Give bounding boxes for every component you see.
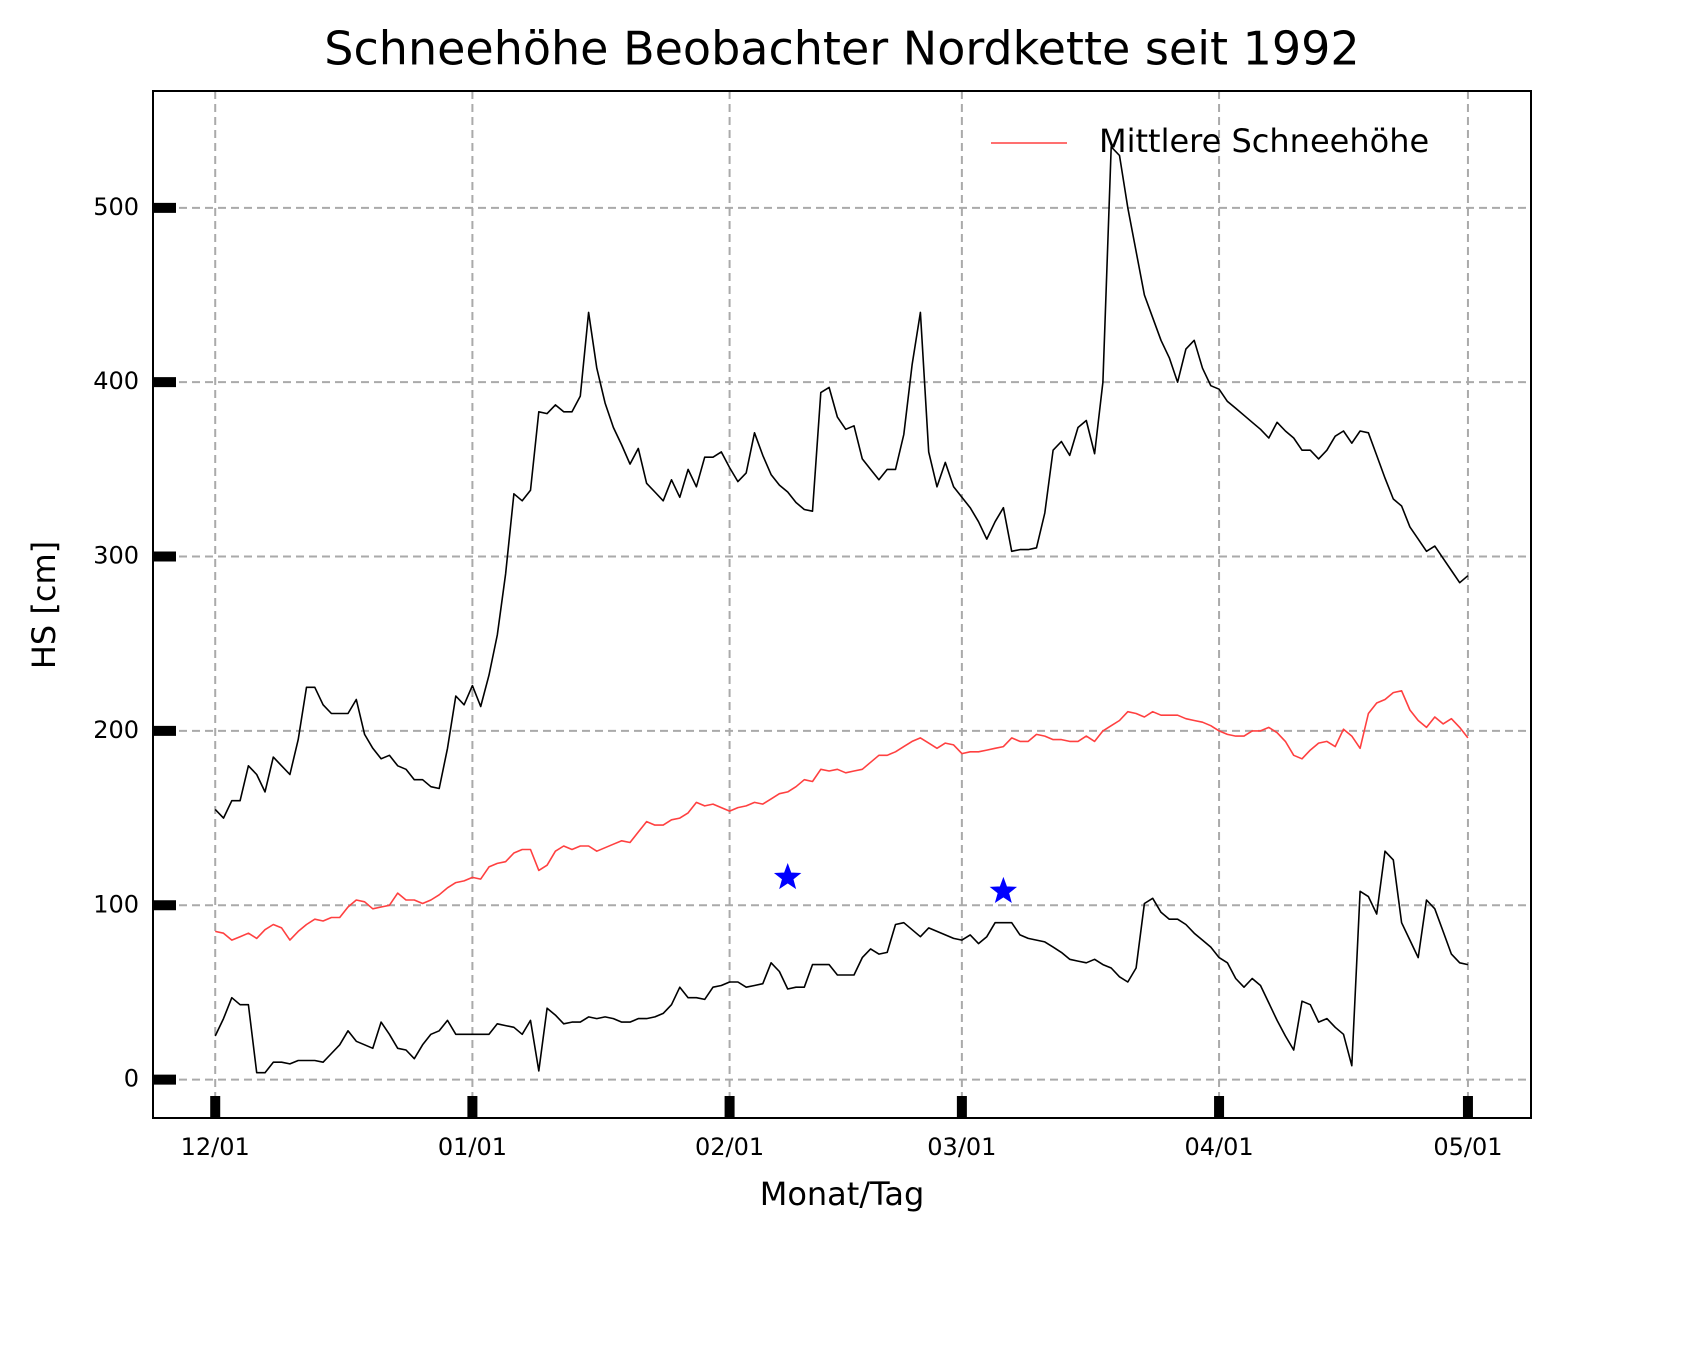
y-tick-label: 0 <box>124 1065 139 1093</box>
x-axis-label: Monat/Tag <box>760 1175 925 1213</box>
x-tick-label: 02/01 <box>695 1133 764 1161</box>
chart-title: Schneehöhe Beobachter Nordkette seit 199… <box>324 22 1359 76</box>
y-tick-label: 400 <box>93 367 139 395</box>
x-tick-label: 05/01 <box>1433 1133 1502 1161</box>
x-tick-label: 03/01 <box>927 1133 996 1161</box>
x-tick-label: 01/01 <box>438 1133 507 1161</box>
y-tick-label: 100 <box>93 890 139 918</box>
star-marker <box>989 876 1018 903</box>
y-tick-label: 300 <box>93 542 139 570</box>
plot-area: 0 100 200 300 400 500 12/01 01/01 02/01 03/01 04/0… <box>93 91 1531 1161</box>
y-tick-label: 200 <box>93 716 139 744</box>
data-line <box>215 690 1469 941</box>
y-tick-label: 500 <box>93 193 139 221</box>
legend-label: Mittlere Schneehöhe <box>1099 122 1429 160</box>
y-axis-label: HS [cm] <box>25 541 63 669</box>
star-marker <box>773 862 802 890</box>
data-line <box>214 850 1469 1074</box>
x-tick-label: 04/01 <box>1184 1133 1253 1161</box>
plot-frame <box>152 90 1532 1119</box>
x-tick-label: 12/01 <box>181 1133 250 1161</box>
data-line <box>214 146 1469 819</box>
